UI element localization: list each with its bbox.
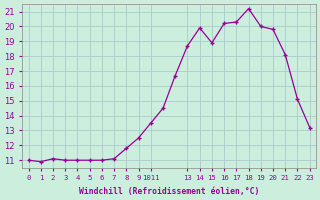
X-axis label: Windchill (Refroidissement éolien,°C): Windchill (Refroidissement éolien,°C) <box>79 187 259 196</box>
